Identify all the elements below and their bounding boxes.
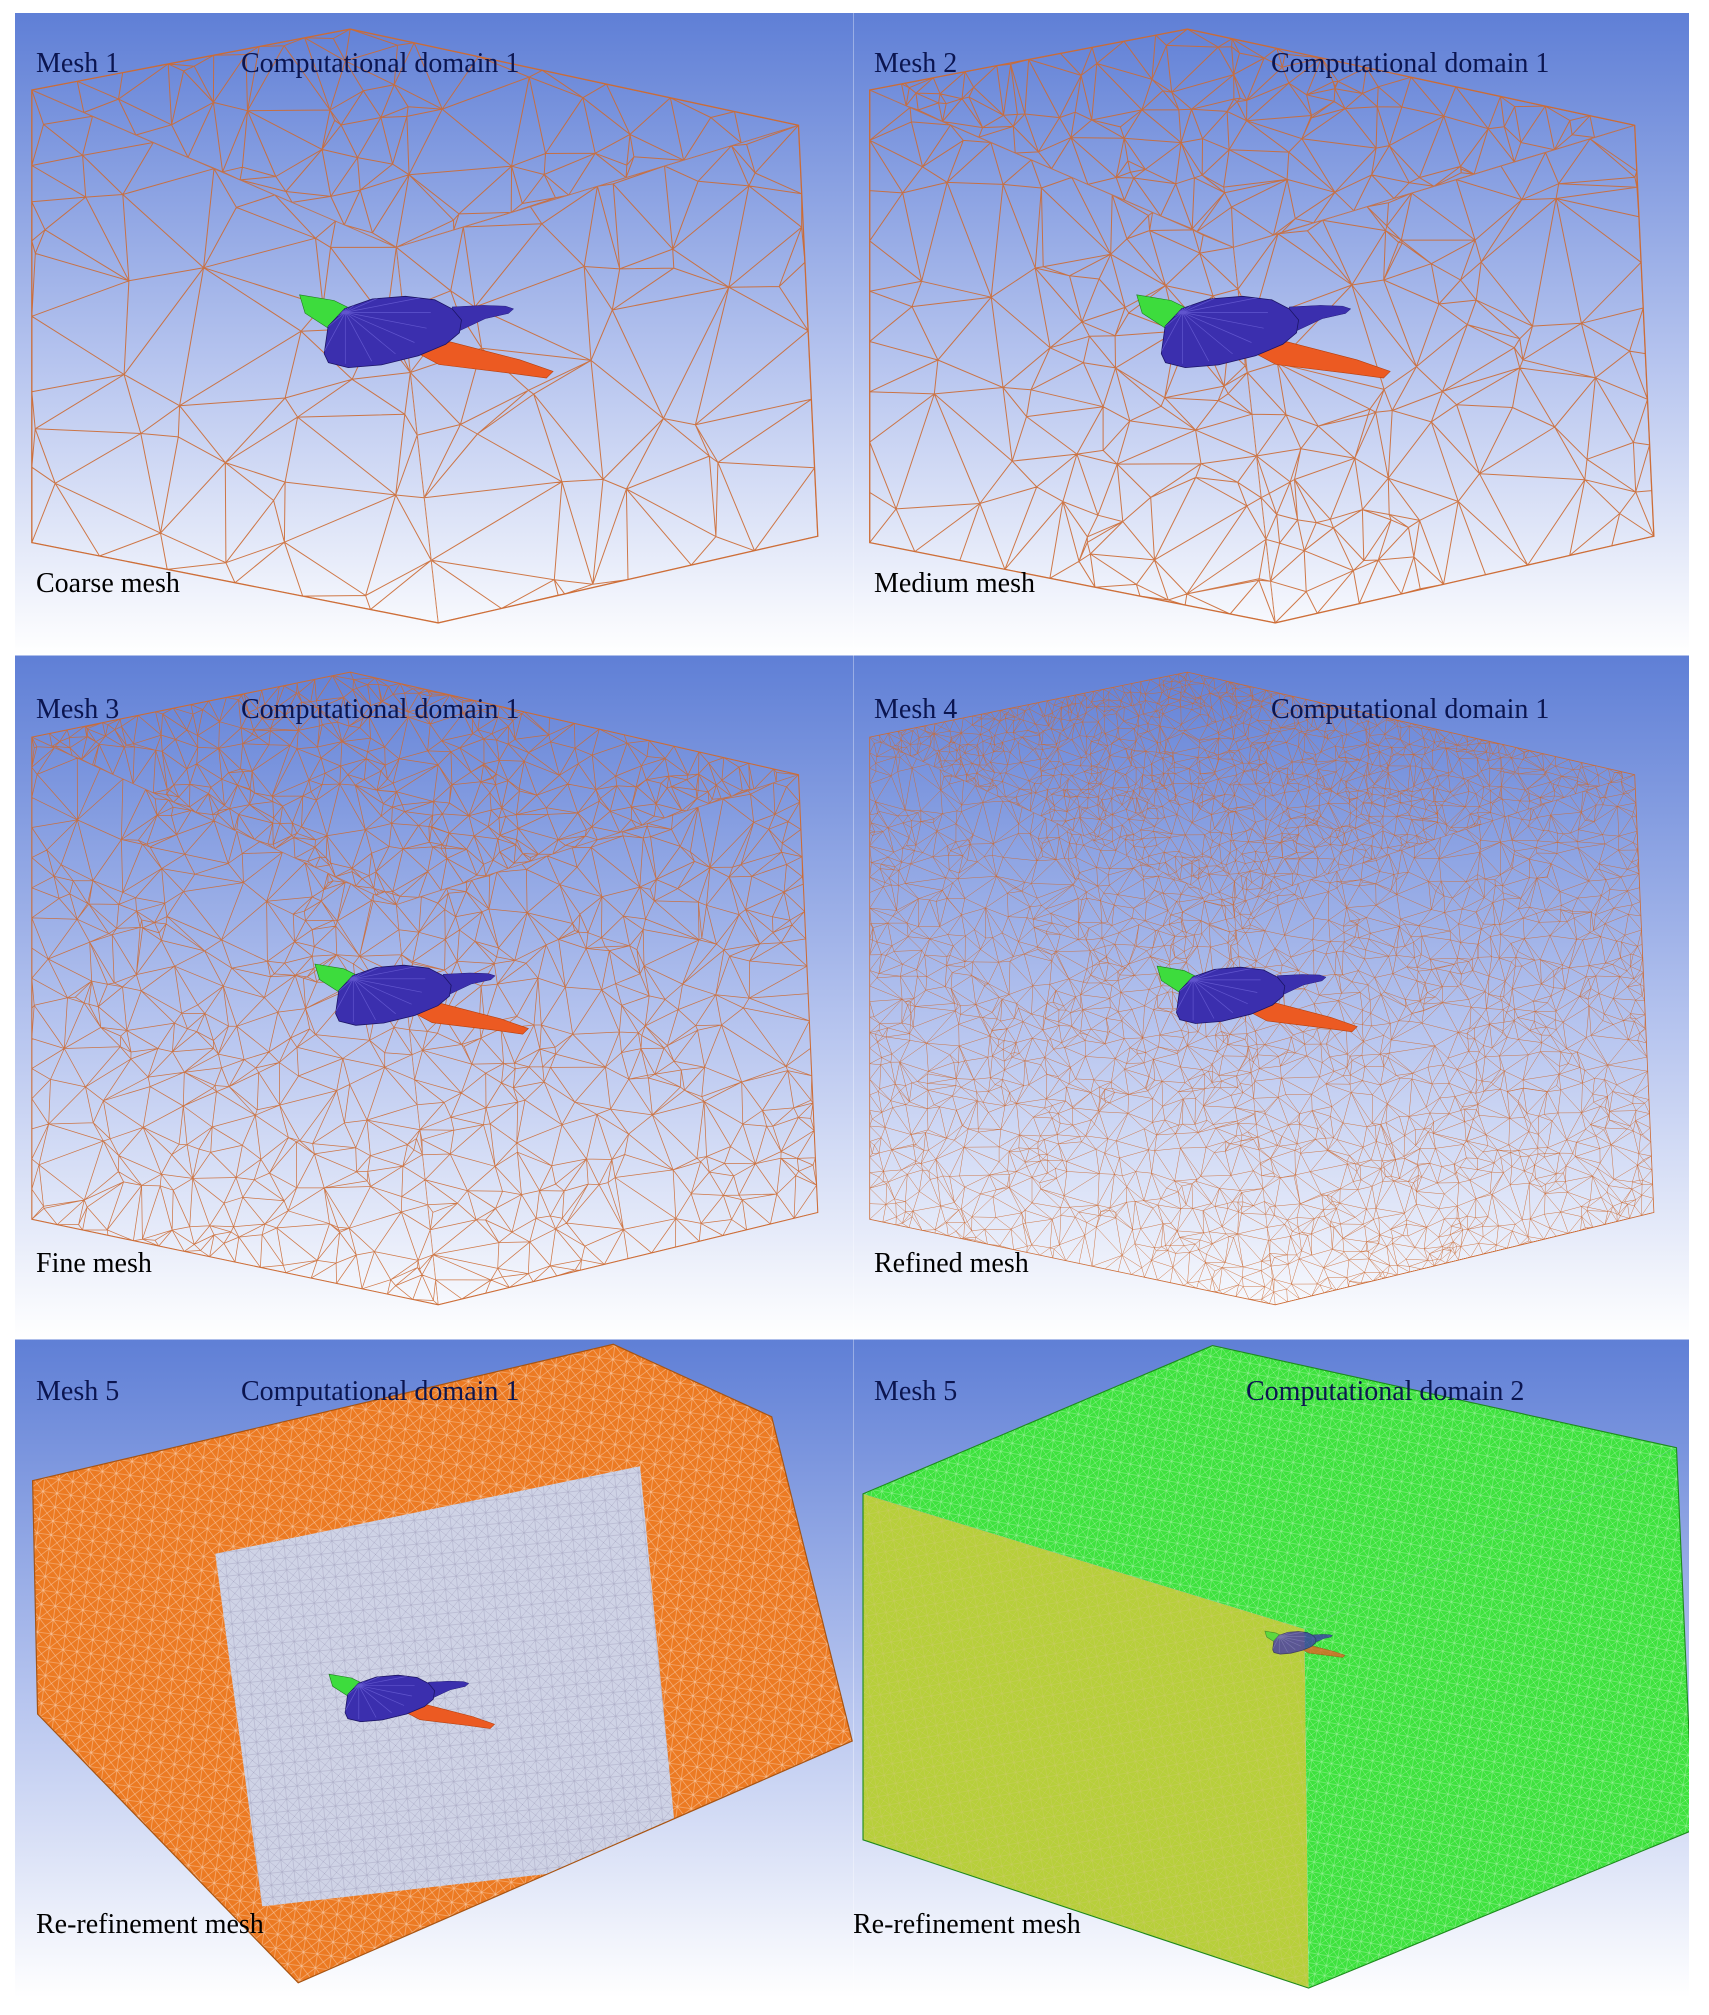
svg-text:Computational domain 2: Computational domain 2 bbox=[1246, 1376, 1524, 1407]
svg-text:Computational domain 1: Computational domain 1 bbox=[1271, 694, 1549, 725]
svg-text:Mesh 1: Mesh 1 bbox=[36, 48, 119, 79]
svg-text:Mesh 3: Mesh 3 bbox=[36, 694, 119, 725]
svg-text:Computational domain 1: Computational domain 1 bbox=[241, 48, 519, 79]
svg-text:Mesh 2: Mesh 2 bbox=[874, 48, 957, 79]
svg-text:Re-refinement mesh: Re-refinement mesh bbox=[36, 1909, 264, 1940]
svg-text:Computational domain 1: Computational domain 1 bbox=[241, 694, 519, 725]
svg-text:Fine mesh: Fine mesh bbox=[36, 1248, 152, 1279]
svg-text:Refined mesh: Refined mesh bbox=[874, 1248, 1029, 1279]
svg-text:Mesh 5: Mesh 5 bbox=[36, 1376, 119, 1407]
svg-text:Mesh 5: Mesh 5 bbox=[874, 1376, 957, 1407]
svg-text:Computational domain 1: Computational domain 1 bbox=[1271, 48, 1549, 79]
svg-text:Medium mesh: Medium mesh bbox=[874, 568, 1035, 599]
svg-text:Mesh 4: Mesh 4 bbox=[874, 694, 957, 725]
svg-text:Re-refinement mesh: Re-refinement mesh bbox=[853, 1909, 1081, 1940]
svg-text:Computational domain 1: Computational domain 1 bbox=[241, 1376, 519, 1407]
svg-text:Coarse mesh: Coarse mesh bbox=[36, 568, 180, 599]
